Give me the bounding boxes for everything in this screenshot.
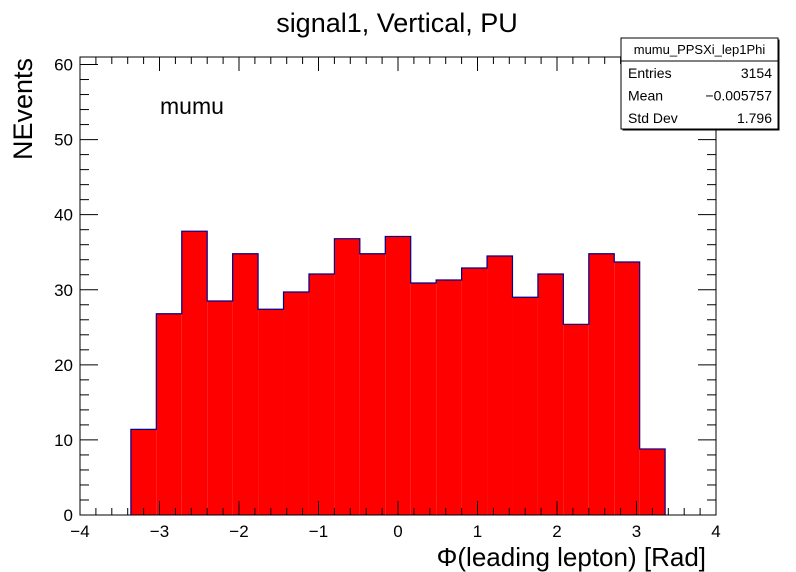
histogram-bar (308, 273, 335, 515)
x-tick-label: 3 (632, 522, 641, 541)
x-tick-label: −4 (70, 522, 89, 541)
y-tick-label: 50 (54, 131, 73, 150)
histogram-bar (588, 253, 615, 515)
stats-row-label: Mean (628, 88, 663, 104)
stats-row-value: 3154 (741, 65, 772, 81)
x-tick-label: 4 (711, 522, 720, 541)
y-tick-label: 40 (54, 206, 73, 225)
histogram-bar (334, 238, 360, 515)
y-tick-label: 20 (54, 356, 73, 375)
histogram-bar (207, 301, 233, 515)
x-tick-label: −2 (229, 522, 248, 541)
histogram-bar (181, 231, 208, 515)
x-tick-label: 2 (552, 522, 561, 541)
x-tick-label: 1 (473, 522, 482, 541)
histogram-bar (537, 273, 564, 515)
y-axis-label: NEvents (8, 58, 38, 160)
histogram-bar (512, 297, 538, 515)
y-tick-label: 60 (54, 56, 73, 75)
stats-box-border (620, 37, 779, 130)
x-axis-label: Φ(leading lepton) [Rad] (437, 542, 706, 572)
x-tick-label: −1 (309, 522, 328, 541)
histogram-bar (461, 267, 488, 515)
channel-annotation: mumu (160, 93, 224, 119)
stats-row-label: Entries (628, 65, 672, 81)
histogram-bar (410, 282, 437, 515)
histogram-bar (487, 255, 513, 515)
x-tick-label: −3 (150, 522, 169, 541)
histogram-bar (563, 324, 589, 515)
histogram-bar (232, 253, 259, 515)
y-axis: 0 10 20 30 40 50 60 (54, 56, 716, 525)
stats-row-value: −0.005757 (705, 88, 772, 104)
stats-box: mumu_PPSXi_lep1Phi Entries 3154 Mean −0.0057… (620, 37, 780, 131)
histogram-bar (359, 253, 386, 515)
histogram-bar (436, 279, 462, 515)
chart-title: signal1, Vertical, PU (276, 8, 518, 38)
y-tick-label: 10 (54, 431, 73, 450)
histogram-outline (130, 230, 666, 515)
y-tick-label: 30 (54, 281, 73, 300)
x-tick-label: 0 (393, 522, 402, 541)
histogram-bar (639, 448, 666, 515)
stats-row-label: Std Dev (628, 110, 678, 126)
histogram-bar (258, 309, 284, 515)
stats-box-title: mumu_PPSXi_lep1Phi (634, 42, 766, 57)
y-tick-label: 0 (64, 506, 73, 525)
histogram-bar (283, 292, 309, 515)
histogram-bar (385, 236, 411, 515)
histogram-bar (130, 429, 157, 515)
histogram-bar (156, 313, 182, 515)
x-axis: −4 −3 −2 −1 0 1 2 3 4 (70, 57, 721, 541)
histogram-bar (614, 261, 640, 515)
stats-row-value: 1.796 (737, 110, 772, 126)
histogram-bars (130, 230, 666, 515)
